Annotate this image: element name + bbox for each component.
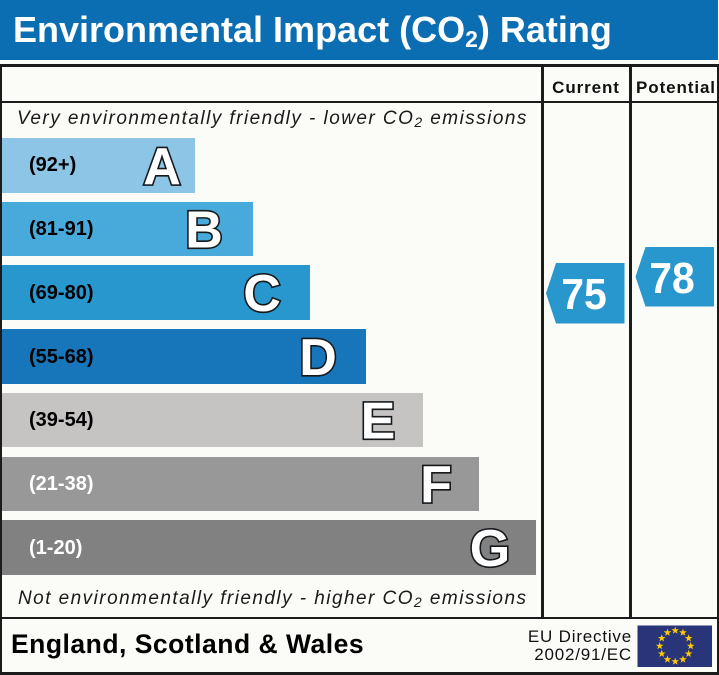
svg-text:F: F (420, 456, 452, 514)
svg-text:A: A (143, 138, 181, 196)
svg-text:E: E (361, 393, 396, 451)
svg-text:C: C (243, 265, 281, 323)
svg-text:G: G (470, 520, 510, 578)
svg-text:78: 78 (649, 254, 695, 303)
svg-text:B: B (185, 202, 223, 260)
svg-text:D: D (299, 329, 337, 387)
svg-text:75: 75 (561, 270, 607, 319)
